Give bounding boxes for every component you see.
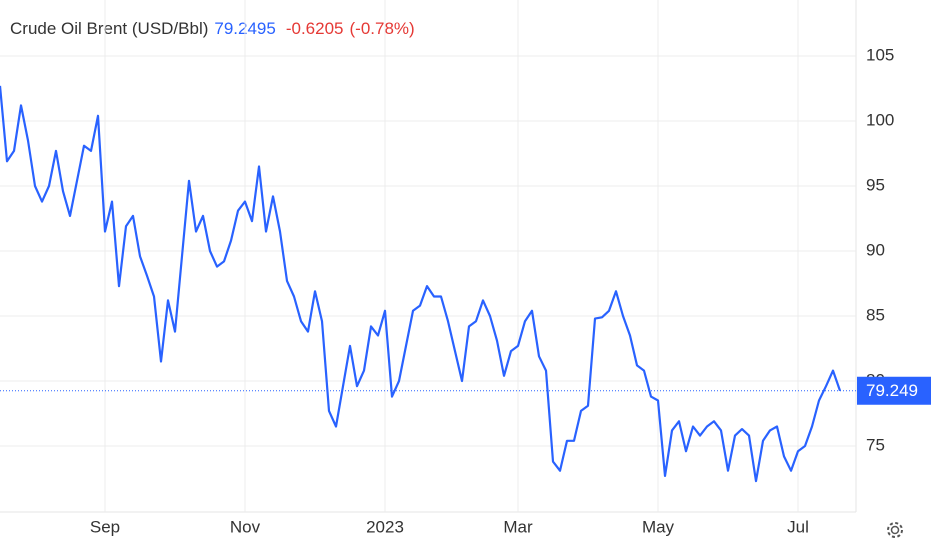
y-tick-label: 75 bbox=[866, 435, 885, 454]
x-tick-label: Jul bbox=[787, 517, 809, 536]
x-tick-label: Mar bbox=[503, 517, 533, 536]
y-tick-label: 95 bbox=[866, 175, 885, 194]
x-tick-label: 2023 bbox=[366, 517, 404, 536]
grid bbox=[0, 0, 856, 512]
price-tag-label: 79.249 bbox=[866, 381, 918, 400]
change-percent: (-0.78%) bbox=[350, 19, 415, 38]
y-tick-label: 100 bbox=[866, 110, 894, 129]
y-tick-label: 85 bbox=[866, 305, 885, 324]
x-tick-label: May bbox=[642, 517, 675, 536]
x-tick-label: Nov bbox=[230, 517, 261, 536]
y-tick-label: 105 bbox=[866, 45, 894, 64]
change: -0.6205 bbox=[286, 19, 344, 38]
price-line bbox=[0, 85, 842, 483]
settings-icon[interactable] bbox=[887, 522, 903, 538]
y-tick-label: 90 bbox=[866, 240, 885, 259]
price-tag bbox=[857, 376, 931, 405]
x-tick-label: Sep bbox=[90, 517, 120, 536]
chart-title: Crude Oil Brent (USD/Bbl) bbox=[10, 19, 208, 38]
chart-header: Crude Oil Brent (USD/Bbl) 79.2495 -0.6205(… bbox=[10, 19, 415, 38]
